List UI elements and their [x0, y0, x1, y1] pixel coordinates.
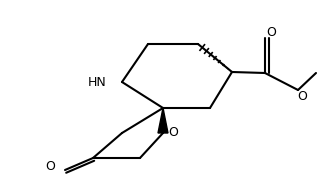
Polygon shape	[158, 108, 168, 133]
Text: HN: HN	[87, 75, 106, 88]
Text: O: O	[45, 161, 55, 174]
Text: O: O	[266, 27, 276, 40]
Text: O: O	[297, 90, 307, 103]
Text: O: O	[168, 127, 178, 140]
